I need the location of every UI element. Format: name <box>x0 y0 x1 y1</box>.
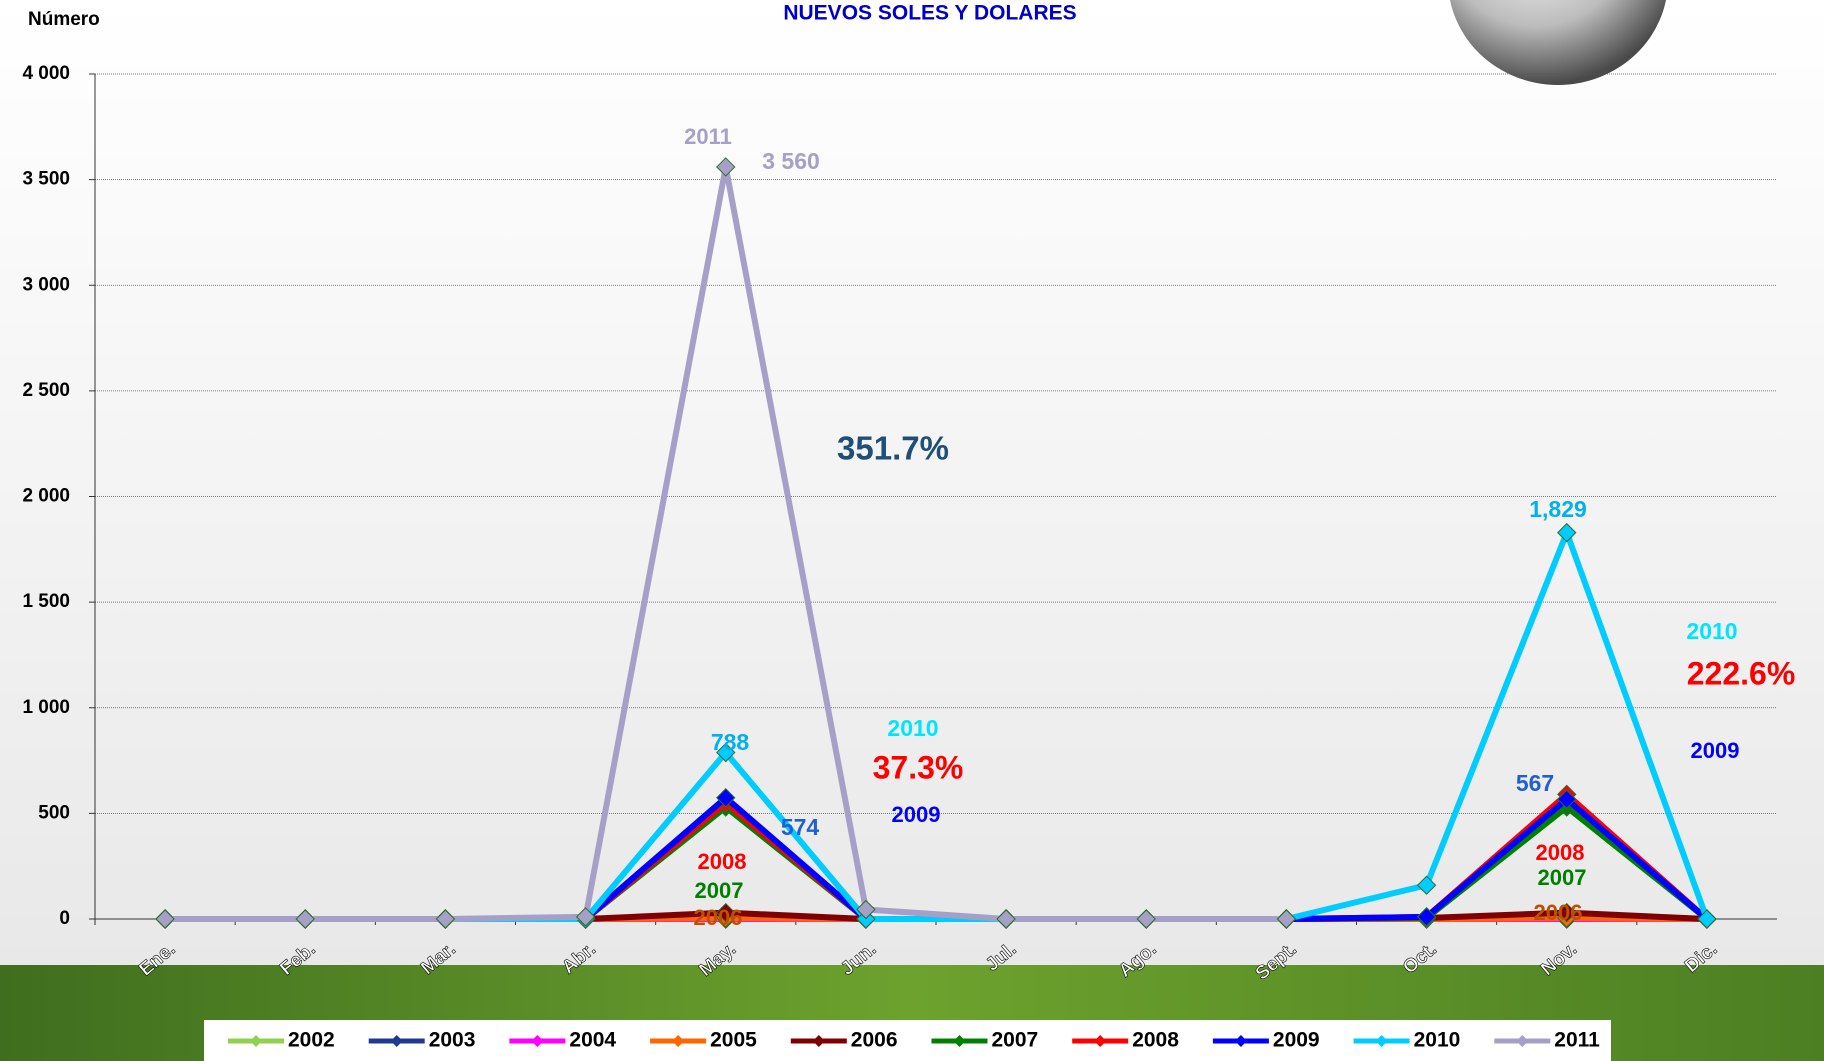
legend-marker <box>531 1035 544 1047</box>
annotation: 2008 <box>698 849 747 874</box>
data-label: 3 560 <box>762 148 820 174</box>
legend-marker <box>953 1035 966 1047</box>
annotation: 2010 <box>887 715 938 741</box>
legend-marker <box>250 1035 262 1047</box>
annotation: 37.3% <box>873 749 964 785</box>
legend-marker <box>672 1035 685 1047</box>
data-label: 788 <box>711 729 750 755</box>
legend-label: 2005 <box>710 1029 757 1052</box>
legend-label: 2011 <box>1554 1029 1600 1052</box>
marker <box>996 909 1016 929</box>
legend-marker <box>1094 1035 1107 1047</box>
y-axis-label: Número <box>28 9 100 30</box>
legend-marker <box>1375 1035 1388 1047</box>
y-tick-label: 3 000 <box>22 274 70 295</box>
marker <box>856 899 876 920</box>
marker <box>1276 909 1297 929</box>
marker <box>716 788 736 808</box>
annotation: 2006 <box>694 905 743 930</box>
legend-label: 2004 <box>569 1029 616 1052</box>
annotation: 2008 <box>1536 840 1585 865</box>
decor-sphere <box>1450 0 1666 85</box>
marker <box>1697 909 1717 929</box>
y-tick-label: 2 000 <box>22 486 70 507</box>
data-label: 574 <box>781 814 820 840</box>
legend-label: 2008 <box>1132 1029 1179 1052</box>
marker <box>1557 902 1577 923</box>
chart-title: NUEVOS SOLES Y DOLARES <box>783 2 1076 25</box>
legend-marker <box>812 1035 825 1047</box>
legend-label: 2006 <box>851 1029 898 1052</box>
annotation: 2010 <box>1686 618 1737 644</box>
marker <box>1136 909 1156 929</box>
annotation: 2007 <box>1538 865 1587 890</box>
annotation: 2009 <box>1691 738 1740 763</box>
legend-label: 2003 <box>429 1029 476 1052</box>
marker <box>435 909 456 929</box>
annotation: 351.7% <box>837 430 949 467</box>
annotation: 2011 <box>684 124 732 149</box>
marker <box>716 902 736 923</box>
annotation: 2006 <box>1534 900 1583 925</box>
legend-label: 2009 <box>1273 1029 1320 1052</box>
y-tick-label: 0 <box>59 908 70 929</box>
legend-label: 2010 <box>1414 1029 1461 1052</box>
marker <box>295 909 315 929</box>
marker <box>155 909 175 929</box>
data-label: 1,829 <box>1529 496 1587 522</box>
y-tick-label: 500 <box>38 802 70 823</box>
marker <box>716 157 736 177</box>
legend-marker <box>1234 1035 1247 1047</box>
marker <box>575 907 596 927</box>
marker <box>716 742 736 763</box>
y-tick-label: 3 500 <box>22 169 70 190</box>
data-label: 567 <box>1516 770 1554 796</box>
marker <box>1416 875 1437 895</box>
marker <box>1557 522 1577 543</box>
legend-marker <box>1516 1035 1529 1047</box>
marker <box>1416 907 1437 927</box>
legend-marker <box>390 1035 403 1047</box>
y-tick-label: 4 000 <box>22 63 70 84</box>
marker <box>1557 789 1577 809</box>
y-tick-label: 2 500 <box>22 380 70 401</box>
annotation: 222.6% <box>1687 655 1796 691</box>
legend-label: 2002 <box>288 1029 335 1052</box>
annotation: 2009 <box>892 802 941 827</box>
y-tick-label: 1 500 <box>22 591 70 612</box>
legend-label: 2007 <box>992 1029 1039 1052</box>
annotation: 2007 <box>695 878 744 903</box>
y-tick-label: 1 000 <box>22 697 70 718</box>
